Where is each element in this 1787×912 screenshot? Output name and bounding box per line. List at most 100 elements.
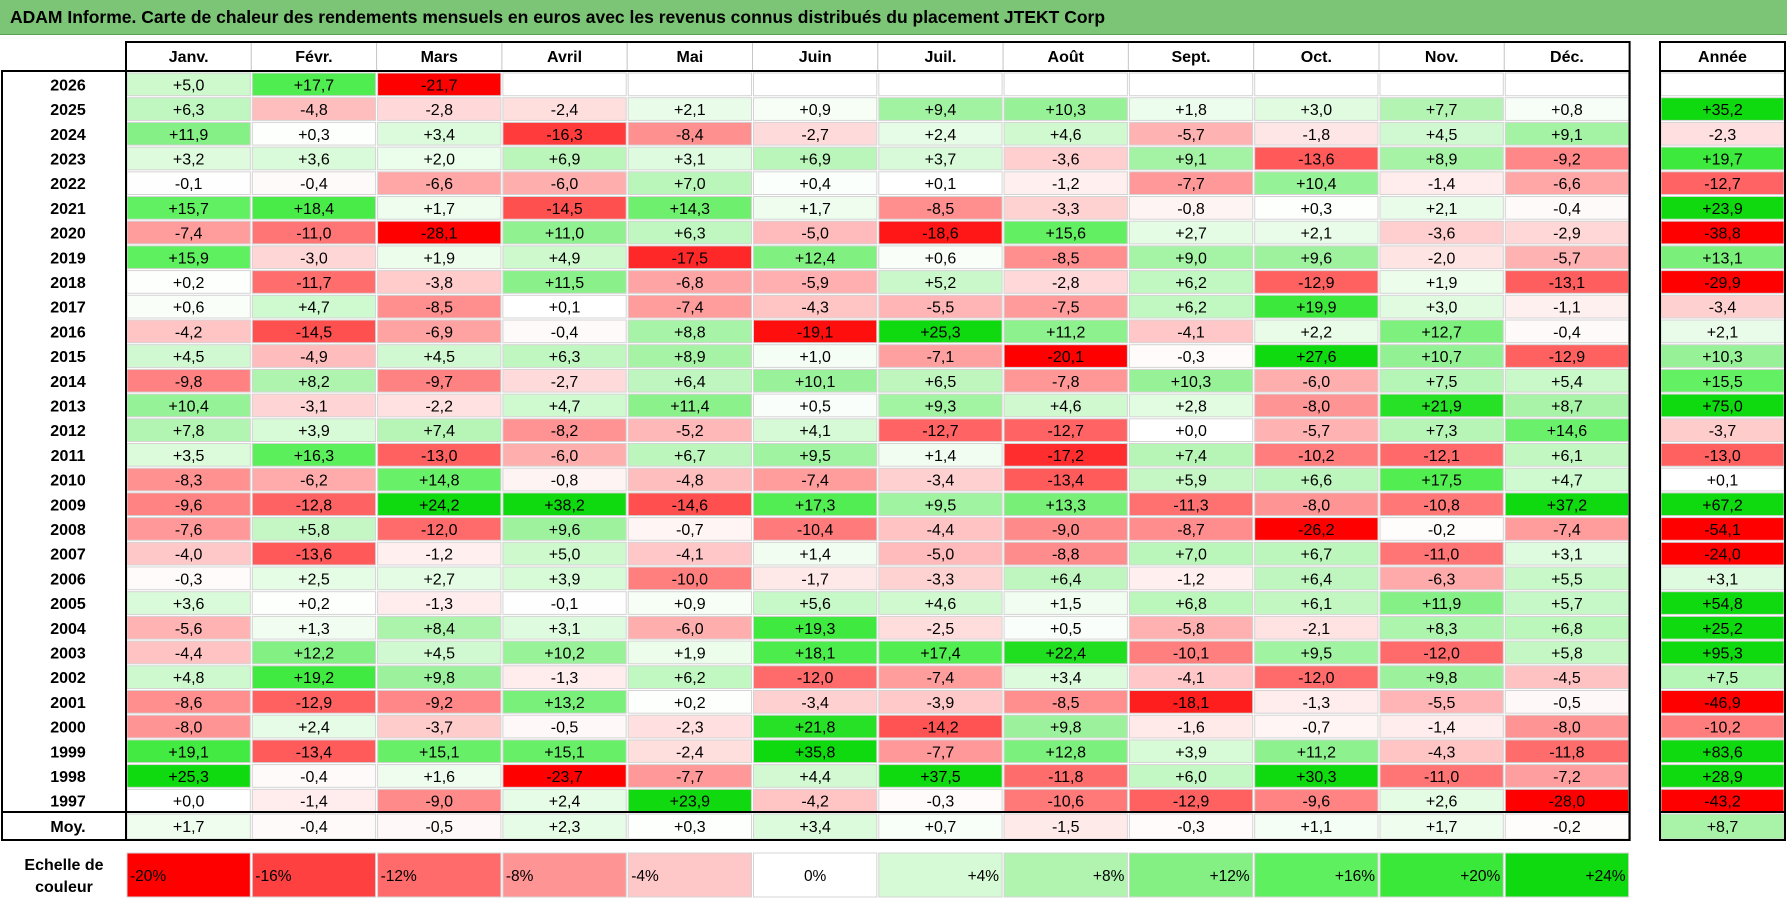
average-annual-value: +8,7 bbox=[1707, 819, 1739, 836]
year-label: 2022 bbox=[50, 176, 86, 193]
heatmap-cell bbox=[1128, 171, 1254, 196]
heatmap-cell bbox=[377, 418, 502, 442]
heatmap-cell bbox=[1379, 294, 1504, 319]
heatmap-cell bbox=[1379, 146, 1504, 171]
heatmap-cell bbox=[1128, 418, 1254, 442]
cell-value: -1,4 bbox=[1428, 176, 1456, 193]
heatmap-cell bbox=[251, 492, 377, 517]
cell-value: -28,1 bbox=[421, 226, 458, 243]
cell-value: +30,3 bbox=[1296, 769, 1337, 786]
cell-value: +0,1 bbox=[925, 176, 957, 193]
cell-value: +15,1 bbox=[544, 744, 585, 761]
heatmap-cell bbox=[1003, 97, 1128, 121]
annual-value: +10,3 bbox=[1702, 349, 1743, 366]
month-header-11: Nov. bbox=[1425, 49, 1458, 66]
average-cell bbox=[753, 813, 878, 840]
cell-value: -3,9 bbox=[927, 695, 955, 712]
cell-value: +18,4 bbox=[294, 201, 335, 218]
annual-value: +2,1 bbox=[1707, 324, 1739, 341]
heatmap-cell bbox=[1379, 764, 1504, 788]
cell-value: +1,5 bbox=[1050, 596, 1082, 613]
heatmap-cell bbox=[1128, 615, 1254, 640]
heatmap-cell bbox=[878, 517, 1003, 541]
cell-value: +8,8 bbox=[674, 324, 706, 341]
cell-value: +3,0 bbox=[1301, 102, 1333, 119]
annual-value: -24,0 bbox=[1704, 547, 1741, 564]
cell-value: +1,7 bbox=[423, 201, 455, 218]
heatmap-cell bbox=[251, 418, 377, 442]
heatmap-cell bbox=[878, 245, 1003, 270]
cell-value: +13,2 bbox=[544, 695, 585, 712]
heatmap-cell bbox=[377, 764, 502, 788]
cell-value: +12,4 bbox=[795, 250, 836, 267]
cell-value: +1,0 bbox=[799, 349, 831, 366]
average-label: Moy. bbox=[50, 819, 85, 836]
annual-value: -3,4 bbox=[1709, 300, 1737, 317]
heatmap-cell bbox=[1003, 591, 1128, 615]
cell-value: +12,2 bbox=[294, 645, 335, 662]
cell-value: -7,4 bbox=[175, 226, 203, 243]
cell-value: +4,6 bbox=[1050, 398, 1082, 415]
year-label: 2025 bbox=[50, 102, 86, 119]
cell-value: +23,9 bbox=[670, 794, 711, 811]
year-label: 2023 bbox=[50, 151, 86, 168]
heatmap-cell bbox=[753, 220, 878, 245]
cell-value: -2,4 bbox=[676, 744, 704, 761]
cell-value: -1,4 bbox=[1428, 720, 1456, 737]
heatmap-cell bbox=[627, 72, 753, 97]
heatmap-cell bbox=[377, 640, 502, 665]
heatmap-cell bbox=[753, 517, 878, 541]
heatmap-cell bbox=[502, 764, 627, 788]
cell-value: +8,9 bbox=[674, 349, 706, 366]
heatmap-cell bbox=[1003, 443, 1128, 467]
heatmap-cell bbox=[1254, 270, 1379, 294]
cell-value: +9,6 bbox=[549, 522, 581, 539]
year-label: 2008 bbox=[50, 522, 86, 539]
cell-value: -12,9 bbox=[296, 695, 333, 712]
heatmap-cell bbox=[502, 615, 627, 640]
cell-value: +0,2 bbox=[298, 596, 330, 613]
heatmap-cell bbox=[377, 294, 502, 319]
heatmap-cell bbox=[878, 714, 1003, 739]
cell-value: -28,0 bbox=[1549, 794, 1586, 811]
cell-value: +6,5 bbox=[925, 374, 957, 391]
heatmap-cell bbox=[1254, 196, 1379, 220]
cell-value: -2,7 bbox=[801, 127, 829, 144]
cell-value: +19,3 bbox=[795, 621, 836, 638]
cell-value: -3,3 bbox=[1052, 201, 1080, 218]
cell-value: +6,7 bbox=[674, 448, 706, 465]
heatmap-cell bbox=[1379, 443, 1504, 467]
cell-value: +15,7 bbox=[168, 201, 209, 218]
color-scale-step-label: -16% bbox=[255, 868, 291, 885]
cell-value: +3,1 bbox=[549, 621, 581, 638]
heatmap-cell bbox=[1254, 566, 1379, 591]
heatmap-cell bbox=[753, 467, 878, 492]
cell-value: -9,8 bbox=[175, 374, 203, 391]
annual-value: +83,6 bbox=[1702, 744, 1743, 761]
heatmap-cell bbox=[251, 467, 377, 492]
heatmap-cell bbox=[1003, 566, 1128, 591]
heatmap-cell bbox=[878, 220, 1003, 245]
heatmap-cell bbox=[1128, 245, 1254, 270]
annual-value: +35,2 bbox=[1702, 102, 1743, 119]
heatmap-cell bbox=[753, 640, 878, 665]
year-label: 2014 bbox=[50, 374, 86, 391]
cell-value: +12,7 bbox=[1421, 324, 1462, 341]
heatmap-cell bbox=[1254, 245, 1379, 270]
heatmap-cell bbox=[1504, 72, 1630, 97]
cell-value: +6,0 bbox=[1175, 769, 1207, 786]
heatmap-cell bbox=[251, 714, 377, 739]
cell-value: +6,3 bbox=[674, 226, 706, 243]
cell-value: -5,7 bbox=[1303, 423, 1331, 440]
heatmap-cell bbox=[1379, 467, 1504, 492]
color-scale-swatch bbox=[502, 852, 627, 898]
cell-value: +3,9 bbox=[298, 423, 330, 440]
annual-value: -3,7 bbox=[1709, 423, 1737, 440]
color-scale-step-label: -4% bbox=[631, 868, 659, 885]
heatmap-cell bbox=[1379, 368, 1504, 393]
year-label: 2026 bbox=[50, 77, 86, 94]
cell-value: +3,5 bbox=[173, 448, 205, 465]
heatmap-cell bbox=[502, 270, 627, 294]
heatmap-cell bbox=[627, 146, 753, 171]
cell-value: -8,3 bbox=[175, 473, 203, 490]
